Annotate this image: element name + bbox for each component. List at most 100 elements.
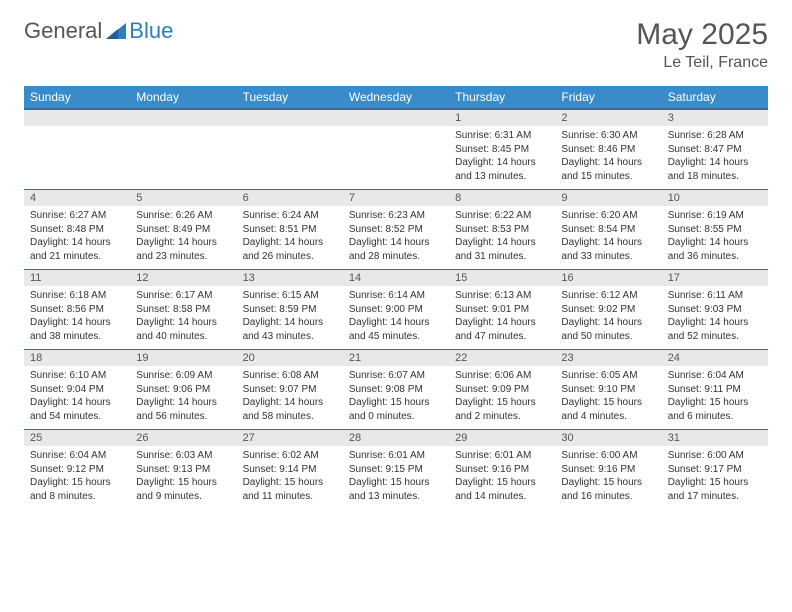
day-line: and 18 minutes. xyxy=(668,170,762,184)
day-line: Daylight: 15 hours xyxy=(668,476,762,490)
day-line: and 54 minutes. xyxy=(30,410,124,424)
calendar-cell: 19Sunrise: 6:09 AMSunset: 9:06 PMDayligh… xyxy=(130,350,236,430)
day-line: Sunset: 8:55 PM xyxy=(668,223,762,237)
day-header: Wednesday xyxy=(343,86,449,109)
brand-part1: General xyxy=(24,18,102,44)
day-number: 18 xyxy=(24,350,130,366)
calendar-cell: 20Sunrise: 6:08 AMSunset: 9:07 PMDayligh… xyxy=(237,350,343,430)
calendar-cell: 5Sunrise: 6:26 AMSunset: 8:49 PMDaylight… xyxy=(130,190,236,270)
day-line: Sunset: 9:02 PM xyxy=(561,303,655,317)
day-line: Sunrise: 6:31 AM xyxy=(455,129,549,143)
day-number: 12 xyxy=(130,270,236,286)
day-line: Sunrise: 6:14 AM xyxy=(349,289,443,303)
day-body: Sunrise: 6:17 AMSunset: 8:58 PMDaylight:… xyxy=(130,286,236,349)
day-line: Sunset: 8:54 PM xyxy=(561,223,655,237)
day-line: and 11 minutes. xyxy=(243,490,337,504)
header: General Blue May 2025 Le Teil, France xyxy=(24,18,768,72)
day-line: Sunset: 9:07 PM xyxy=(243,383,337,397)
calendar-cell: 13Sunrise: 6:15 AMSunset: 8:59 PMDayligh… xyxy=(237,270,343,350)
day-line: and 47 minutes. xyxy=(455,330,549,344)
day-line: Sunset: 8:51 PM xyxy=(243,223,337,237)
day-body xyxy=(24,126,130,184)
day-line: Sunset: 9:12 PM xyxy=(30,463,124,477)
calendar-week: 4Sunrise: 6:27 AMSunset: 8:48 PMDaylight… xyxy=(24,190,768,270)
day-line: and 33 minutes. xyxy=(561,250,655,264)
day-line: Daylight: 15 hours xyxy=(30,476,124,490)
title-block: May 2025 Le Teil, France xyxy=(636,18,768,72)
day-body: Sunrise: 6:08 AMSunset: 9:07 PMDaylight:… xyxy=(237,366,343,429)
day-header: Tuesday xyxy=(237,86,343,109)
day-body: Sunrise: 6:03 AMSunset: 9:13 PMDaylight:… xyxy=(130,446,236,509)
day-body: Sunrise: 6:27 AMSunset: 8:48 PMDaylight:… xyxy=(24,206,130,269)
day-line: Sunset: 8:48 PM xyxy=(30,223,124,237)
day-line: Sunset: 9:14 PM xyxy=(243,463,337,477)
calendar-week: 25Sunrise: 6:04 AMSunset: 9:12 PMDayligh… xyxy=(24,430,768,510)
day-line: Sunset: 8:52 PM xyxy=(349,223,443,237)
day-body: Sunrise: 6:30 AMSunset: 8:46 PMDaylight:… xyxy=(555,126,661,189)
day-line: Sunrise: 6:11 AM xyxy=(668,289,762,303)
day-line: Sunset: 8:45 PM xyxy=(455,143,549,157)
calendar-cell: 3Sunrise: 6:28 AMSunset: 8:47 PMDaylight… xyxy=(662,109,768,190)
day-line: Daylight: 14 hours xyxy=(30,396,124,410)
day-line: Daylight: 15 hours xyxy=(561,396,655,410)
day-line: Sunset: 8:47 PM xyxy=(668,143,762,157)
day-line: Sunset: 9:13 PM xyxy=(136,463,230,477)
day-number: 14 xyxy=(343,270,449,286)
day-number: 23 xyxy=(555,350,661,366)
calendar-cell: 15Sunrise: 6:13 AMSunset: 9:01 PMDayligh… xyxy=(449,270,555,350)
day-body xyxy=(130,126,236,184)
day-line: Sunrise: 6:18 AM xyxy=(30,289,124,303)
day-body: Sunrise: 6:12 AMSunset: 9:02 PMDaylight:… xyxy=(555,286,661,349)
day-line: Sunset: 8:46 PM xyxy=(561,143,655,157)
day-line: Daylight: 14 hours xyxy=(243,316,337,330)
day-line: Sunrise: 6:00 AM xyxy=(561,449,655,463)
day-line: Sunrise: 6:05 AM xyxy=(561,369,655,383)
calendar-cell: 14Sunrise: 6:14 AMSunset: 9:00 PMDayligh… xyxy=(343,270,449,350)
day-number: 2 xyxy=(555,110,661,126)
day-line: and 58 minutes. xyxy=(243,410,337,424)
day-line: Daylight: 14 hours xyxy=(455,156,549,170)
calendar-cell: 23Sunrise: 6:05 AMSunset: 9:10 PMDayligh… xyxy=(555,350,661,430)
calendar-cell xyxy=(343,109,449,190)
day-number xyxy=(237,110,343,126)
day-body: Sunrise: 6:20 AMSunset: 8:54 PMDaylight:… xyxy=(555,206,661,269)
day-line: and 4 minutes. xyxy=(561,410,655,424)
day-line: Sunrise: 6:01 AM xyxy=(455,449,549,463)
day-body: Sunrise: 6:05 AMSunset: 9:10 PMDaylight:… xyxy=(555,366,661,429)
day-body: Sunrise: 6:02 AMSunset: 9:14 PMDaylight:… xyxy=(237,446,343,509)
day-line: Sunset: 9:08 PM xyxy=(349,383,443,397)
day-line: Daylight: 14 hours xyxy=(136,236,230,250)
day-line: Sunrise: 6:04 AM xyxy=(668,369,762,383)
day-line: and 38 minutes. xyxy=(30,330,124,344)
day-header: Thursday xyxy=(449,86,555,109)
day-line: Sunset: 9:10 PM xyxy=(561,383,655,397)
day-line: Sunrise: 6:02 AM xyxy=(243,449,337,463)
day-line: and 23 minutes. xyxy=(136,250,230,264)
day-body: Sunrise: 6:18 AMSunset: 8:56 PMDaylight:… xyxy=(24,286,130,349)
day-line: Daylight: 14 hours xyxy=(30,316,124,330)
day-line: Sunset: 9:16 PM xyxy=(561,463,655,477)
day-line: Sunrise: 6:22 AM xyxy=(455,209,549,223)
day-number xyxy=(130,110,236,126)
day-line: Sunrise: 6:23 AM xyxy=(349,209,443,223)
day-line: Daylight: 14 hours xyxy=(243,236,337,250)
day-line: Daylight: 14 hours xyxy=(455,316,549,330)
day-header: Sunday xyxy=(24,86,130,109)
calendar-cell: 24Sunrise: 6:04 AMSunset: 9:11 PMDayligh… xyxy=(662,350,768,430)
day-body: Sunrise: 6:00 AMSunset: 9:17 PMDaylight:… xyxy=(662,446,768,509)
calendar-cell: 30Sunrise: 6:00 AMSunset: 9:16 PMDayligh… xyxy=(555,430,661,510)
day-line: and 52 minutes. xyxy=(668,330,762,344)
calendar-cell: 27Sunrise: 6:02 AMSunset: 9:14 PMDayligh… xyxy=(237,430,343,510)
day-number: 9 xyxy=(555,190,661,206)
location: Le Teil, France xyxy=(636,54,768,72)
day-line: and 2 minutes. xyxy=(455,410,549,424)
day-number: 29 xyxy=(449,430,555,446)
day-body: Sunrise: 6:10 AMSunset: 9:04 PMDaylight:… xyxy=(24,366,130,429)
day-line: and 45 minutes. xyxy=(349,330,443,344)
calendar-cell: 4Sunrise: 6:27 AMSunset: 8:48 PMDaylight… xyxy=(24,190,130,270)
day-line: Daylight: 14 hours xyxy=(243,396,337,410)
calendar-week: 18Sunrise: 6:10 AMSunset: 9:04 PMDayligh… xyxy=(24,350,768,430)
calendar-cell: 8Sunrise: 6:22 AMSunset: 8:53 PMDaylight… xyxy=(449,190,555,270)
day-body: Sunrise: 6:24 AMSunset: 8:51 PMDaylight:… xyxy=(237,206,343,269)
day-line: Daylight: 14 hours xyxy=(561,236,655,250)
